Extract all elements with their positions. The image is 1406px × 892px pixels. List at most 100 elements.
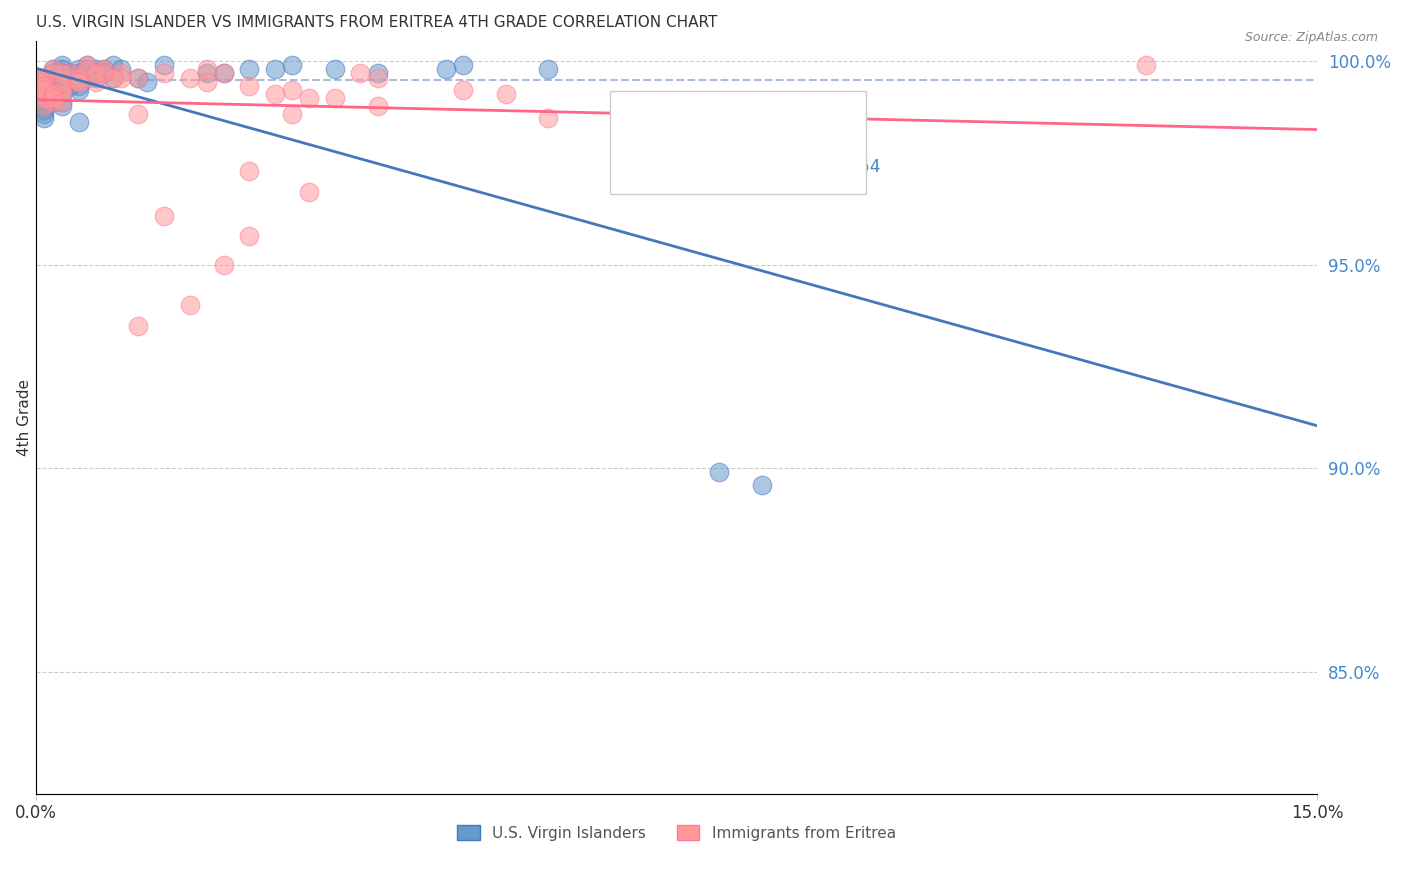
Point	[84, 70, 107, 85]
Point	[153, 66, 176, 80]
Point	[51, 78, 73, 93]
Point	[264, 87, 287, 101]
Point	[76, 58, 98, 72]
Point	[51, 87, 73, 101]
Point	[34, 99, 56, 113]
Point	[101, 70, 124, 85]
Point	[349, 66, 371, 80]
Point	[51, 83, 73, 97]
Point	[34, 112, 56, 126]
Point	[93, 66, 115, 80]
Point	[67, 115, 90, 129]
Point	[34, 87, 56, 101]
Point	[451, 58, 474, 72]
Point	[30, 70, 52, 85]
Point	[323, 91, 346, 105]
Point	[30, 74, 52, 88]
Point	[127, 70, 149, 85]
Point	[42, 74, 65, 88]
Point	[451, 83, 474, 97]
Point	[238, 164, 260, 178]
Point	[67, 62, 90, 77]
Point	[76, 58, 98, 72]
Point	[127, 70, 149, 85]
Point	[34, 99, 56, 113]
Point	[59, 70, 82, 85]
Point	[51, 99, 73, 113]
Point	[34, 103, 56, 117]
Bar	[619, 152, 650, 184]
Point	[34, 74, 56, 88]
Point	[751, 477, 773, 491]
Point	[51, 87, 73, 101]
Point	[110, 62, 132, 77]
Point	[34, 95, 56, 109]
Point	[67, 74, 90, 88]
Point	[30, 74, 52, 88]
Point	[51, 66, 73, 80]
Point	[51, 74, 73, 88]
Point	[51, 62, 73, 77]
Point	[367, 99, 389, 113]
Point	[34, 91, 56, 105]
Point	[212, 66, 235, 80]
Point	[153, 209, 176, 223]
Point	[42, 91, 65, 105]
Point	[101, 70, 124, 85]
Point	[93, 66, 115, 80]
Point	[59, 66, 82, 80]
Point	[34, 83, 56, 97]
Point	[264, 62, 287, 77]
Point	[51, 58, 73, 72]
Point	[212, 66, 235, 80]
Point	[34, 78, 56, 93]
Point	[84, 66, 107, 80]
FancyBboxPatch shape	[610, 91, 866, 194]
Text: R = 0.008   N = 74: R = 0.008 N = 74	[664, 109, 859, 127]
Point	[59, 78, 82, 93]
Point	[707, 466, 730, 480]
Point	[434, 62, 457, 77]
Point	[76, 62, 98, 77]
Point	[42, 87, 65, 101]
Point	[127, 107, 149, 121]
Point	[34, 107, 56, 121]
Point	[42, 66, 65, 80]
Point	[42, 91, 65, 105]
Point	[76, 70, 98, 85]
Point	[281, 83, 304, 97]
Point	[42, 91, 65, 105]
Point	[42, 87, 65, 101]
Point	[34, 70, 56, 85]
Point	[93, 62, 115, 77]
Point	[42, 87, 65, 101]
Point	[34, 83, 56, 97]
Point	[537, 112, 560, 126]
Point	[110, 66, 132, 80]
Point	[93, 62, 115, 77]
Point	[34, 83, 56, 97]
Text: U.S. VIRGIN ISLANDER VS IMMIGRANTS FROM ERITREA 4TH GRADE CORRELATION CHART: U.S. VIRGIN ISLANDER VS IMMIGRANTS FROM …	[37, 15, 717, 30]
Point	[34, 78, 56, 93]
Point	[59, 70, 82, 85]
Legend: U.S. Virgin Islanders, Immigrants from Eritrea: U.S. Virgin Islanders, Immigrants from E…	[451, 819, 901, 847]
Point	[59, 74, 82, 88]
Point	[42, 66, 65, 80]
Point	[84, 62, 107, 77]
Point	[67, 74, 90, 88]
Point	[67, 78, 90, 93]
Point	[42, 91, 65, 105]
Point	[42, 70, 65, 85]
Point	[59, 66, 82, 80]
Point	[30, 70, 52, 85]
Point	[323, 62, 346, 77]
Point	[101, 58, 124, 72]
Point	[495, 87, 517, 101]
Point	[76, 62, 98, 77]
Point	[42, 62, 65, 77]
Point	[34, 87, 56, 101]
Point	[34, 99, 56, 113]
Point	[110, 70, 132, 85]
Point	[51, 70, 73, 85]
Point	[34, 78, 56, 93]
